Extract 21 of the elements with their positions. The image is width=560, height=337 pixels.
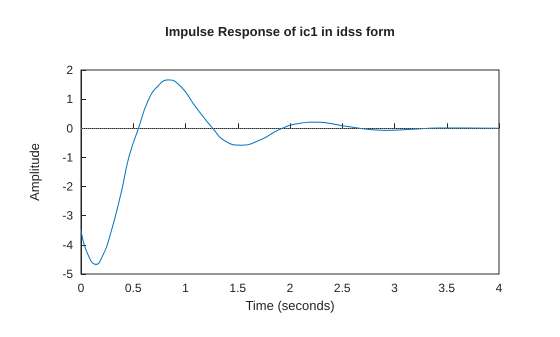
y-tick-label: -4 (62, 238, 74, 252)
x-tick-label: 3 (391, 281, 398, 295)
y-tick-label: 1 (66, 92, 74, 106)
x-tick-label: 0.5 (124, 281, 142, 295)
x-tick-label: 3.5 (438, 281, 456, 295)
y-tick-label: -5 (62, 267, 74, 281)
y-tick-label: -3 (62, 208, 74, 223)
x-tick-label: 4 (496, 281, 503, 295)
y-axis-title: Amplitude (27, 143, 42, 201)
x-tick-label: 2 (286, 281, 294, 295)
x-tick-label: 2.5 (334, 281, 351, 295)
y-tick-label: 0 (66, 121, 74, 136)
x-tick-label: 1.5 (229, 281, 246, 295)
chart-title: Impulse Response of ic1 in idss form (165, 24, 395, 39)
x-tick-label: 0 (78, 281, 85, 295)
y-tick-label: -2 (62, 180, 74, 194)
y-tick-label: -1 (62, 150, 74, 164)
x-tick-label: 1 (182, 281, 190, 295)
y-tick-label: 2 (66, 63, 74, 77)
line-series (80, 79, 498, 265)
x-axis-title: Time (seconds) (245, 298, 335, 313)
